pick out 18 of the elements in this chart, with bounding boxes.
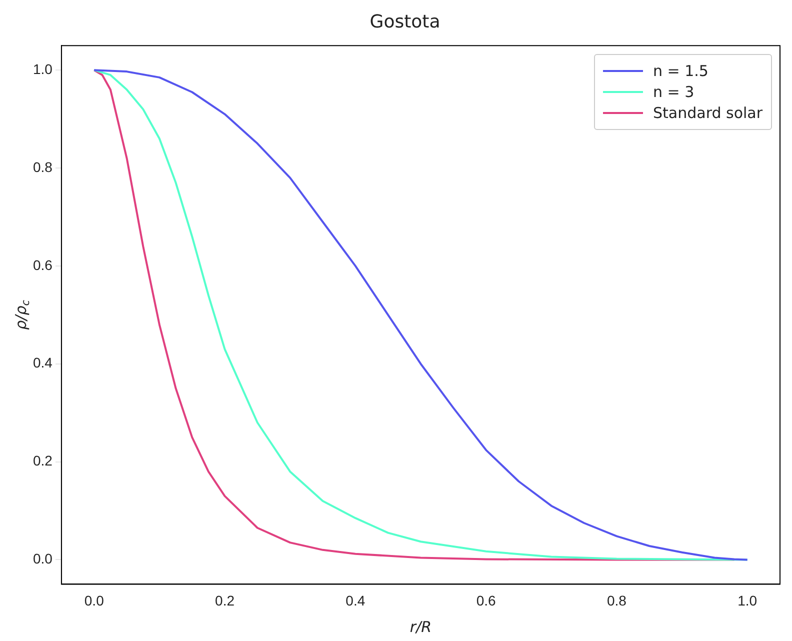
y-axis-title: ρ/ρc — [12, 300, 32, 330]
x-tick-label: 1.0 — [738, 592, 758, 608]
y-tick-label: 0.8 — [32, 158, 53, 175]
y-tick-label: 0.0 — [32, 550, 53, 567]
y-tick-label: 0.6 — [32, 256, 53, 273]
y-tick-label: 0.4 — [32, 354, 53, 371]
y-tick-label: 0.2 — [32, 452, 53, 469]
x-tick-label: 0.6 — [476, 592, 496, 608]
x-tick-label: 0.2 — [215, 592, 235, 608]
legend-label: n = 1.5 — [653, 62, 708, 80]
x-axis-title: r/R — [410, 618, 432, 636]
y-tick-label: 1.0 — [32, 60, 53, 77]
x-tick-label: 0.8 — [606, 592, 627, 608]
legend-label: Standard solar — [653, 104, 763, 122]
x-tick-label: 0.0 — [84, 592, 104, 608]
x-tick-label: 0.4 — [346, 592, 366, 608]
chart-title: Gostota — [370, 11, 440, 32]
legend-label: n = 3 — [653, 82, 694, 101]
